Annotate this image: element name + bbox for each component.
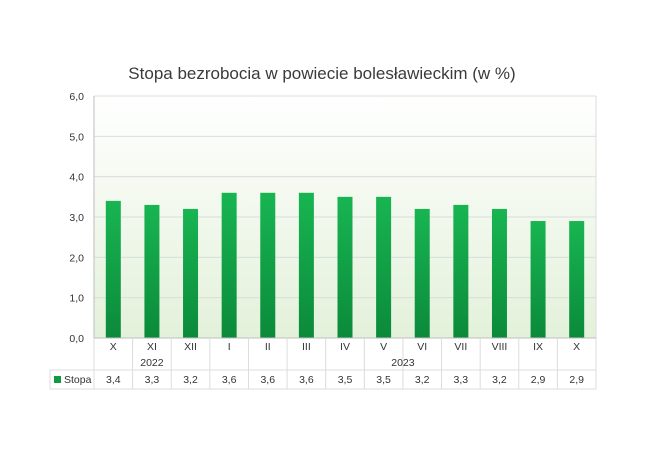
data-table-value: 3,3 xyxy=(145,374,160,386)
chart-title: Stopa bezrobocia w powiecie bolesławieck… xyxy=(128,64,515,83)
bars xyxy=(105,192,585,338)
y-tick-label: 0,0 xyxy=(69,333,84,345)
y-tick-label: 4,0 xyxy=(69,172,84,184)
x-axis-years: 2022 2023 xyxy=(140,357,415,369)
year-label: 2022 xyxy=(140,357,164,369)
x-tick-label: XII xyxy=(184,341,197,353)
x-tick-label: VIII xyxy=(492,341,508,353)
x-tick-label: IX xyxy=(533,341,543,353)
y-tick-label: 6,0 xyxy=(69,91,84,103)
data-table xyxy=(49,338,597,390)
x-tick-label: XI xyxy=(147,341,157,353)
data-table-value: 3,2 xyxy=(492,374,507,386)
bar xyxy=(337,196,353,338)
bar xyxy=(260,192,276,338)
data-table-value: 3,5 xyxy=(338,374,353,386)
data-table-value: 3,2 xyxy=(415,374,430,386)
bar xyxy=(298,192,314,338)
x-tick-label: X xyxy=(110,341,117,353)
bar xyxy=(453,204,469,338)
x-tick-label: I xyxy=(228,341,231,353)
bar xyxy=(414,208,430,338)
x-tick-label: V xyxy=(380,341,387,353)
bar xyxy=(569,221,585,338)
x-tick-label: X xyxy=(573,341,580,353)
data-table-value: 2,9 xyxy=(569,374,584,386)
bar xyxy=(105,200,121,338)
x-tick-label: VI xyxy=(417,341,427,353)
legend: Stopa xyxy=(54,374,92,386)
year-label: 2023 xyxy=(391,357,415,369)
data-table-value: 3,5 xyxy=(376,374,391,386)
data-table-value: 3,4 xyxy=(106,374,121,386)
legend-label: Stopa xyxy=(64,374,92,386)
axes xyxy=(93,96,597,339)
data-table-value: 3,2 xyxy=(183,374,198,386)
x-tick-label: III xyxy=(302,341,311,353)
bar xyxy=(221,192,237,338)
data-table-values: 3,4 3,3 3,2 3,6 3,6 3,6 3,5 3,5 3,2 3,3 3,2 2,9 2,9 xyxy=(106,374,584,386)
x-tick-label: IV xyxy=(340,341,350,353)
data-table-value: 3,3 xyxy=(454,374,469,386)
x-axis-categories: X XI XII I II III IV V VI VII VIII IX X xyxy=(110,341,580,353)
y-tick-label: 3,0 xyxy=(69,212,84,224)
bar xyxy=(376,196,392,338)
data-table-value: 2,9 xyxy=(531,374,546,386)
x-tick-label: VII xyxy=(454,341,467,353)
bar xyxy=(183,208,199,338)
y-tick-label: 2,0 xyxy=(69,252,84,264)
data-table-value: 3,6 xyxy=(260,374,275,386)
bar xyxy=(491,208,507,338)
y-tick-label: 5,0 xyxy=(69,131,84,143)
bar xyxy=(530,221,546,338)
y-axis-ticks: 0,0 1,0 2,0 3,0 4,0 5,0 6,0 xyxy=(69,91,84,345)
x-tick-label: II xyxy=(265,341,271,353)
bar xyxy=(144,204,160,338)
legend-key xyxy=(54,376,61,383)
y-tick-label: 1,0 xyxy=(69,293,84,305)
data-table-value: 3,6 xyxy=(222,374,237,386)
data-table-value: 3,6 xyxy=(299,374,314,386)
